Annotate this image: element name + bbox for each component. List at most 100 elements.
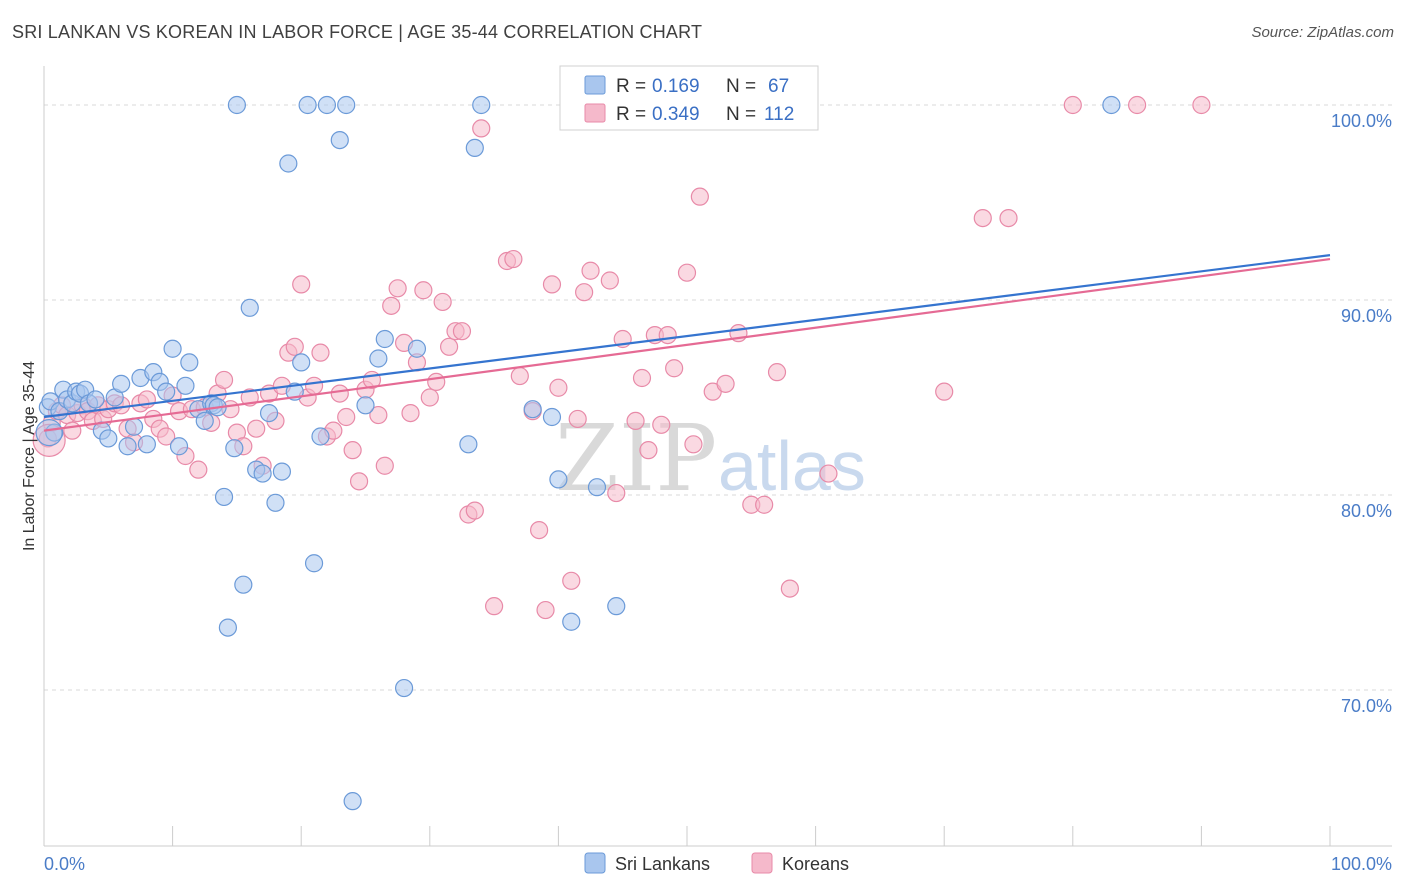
sri-lankan-point-55 [375,329,394,349]
sri-lankan-point-22 [157,382,176,401]
sri-lankan-point-33 [218,618,237,637]
legend-r-label-1: R = [616,76,646,97]
korean-point-35 [247,419,266,438]
series-legend: Sri Lankans Koreans [584,852,849,874]
sri-lankan-point-37 [240,298,259,317]
y-axis-title: In Labor Force | Age 35-44 [21,361,38,551]
legend-swatch-korean [584,103,606,123]
korean-trend-line [43,257,1331,432]
stats-legend: R = 0.169 N = 67 R = 0.349 N = 112 [559,65,819,131]
trend-lines [43,254,1331,432]
korean-point-94 [665,359,684,378]
sri-lankan-point-47 [304,554,324,573]
korean-point-82 [575,283,594,302]
sri-lankan-point-41 [266,493,285,512]
sri-lankan-point-48 [311,427,330,446]
sri-lankan-point-57 [407,339,427,358]
sri-lankan-point-64 [562,612,581,631]
korean-point-51 [349,472,369,491]
korean-point-90 [639,441,658,460]
sri-lankan-point-32 [214,487,234,507]
sri-lankan-trend-line [43,254,1331,419]
series-legend-label-sri-lankan: Sri Lankans [615,854,710,874]
source-label: Source: ZipAtlas.com [1251,24,1394,41]
korean-point-64 [433,292,452,312]
korean-point-78 [542,275,562,294]
sri-lankan-point-36 [234,575,253,594]
sri-lankan-point-15 [112,374,131,393]
korean-point-102 [755,495,774,514]
series-legend-label-korean: Koreans [782,854,849,874]
korean-point-95 [677,263,697,282]
korean-point-57 [388,279,407,298]
korean-point-50 [343,441,362,460]
korean-point-69 [465,501,484,520]
sri-lankan-point-62 [542,407,562,427]
series-legend-swatch-sri-lankan [584,852,606,874]
sri-lankan-point-51 [337,95,356,115]
sri-lankan-point-60 [472,95,491,115]
korean-point-86 [607,483,626,503]
korean-point-30 [214,370,234,390]
y-tick-label: 100.0% [1331,111,1392,131]
korean-point-83 [581,261,600,280]
korean-point-110 [1127,95,1147,115]
legend-n-label-1: N = [726,76,756,97]
sri-lankan-point-58 [459,435,478,454]
sri-lankan-point-63 [549,470,568,489]
sri-lankan-point-67 [1102,95,1121,115]
korean-point-76 [530,520,549,540]
sri-lankan-point-61 [523,400,542,419]
x-ticks [43,826,1331,846]
sri-lankan-point-35 [227,95,246,115]
korean-point-44 [304,376,324,395]
korean-point-80 [562,571,581,590]
legend-n-value-2: 112 [764,104,794,125]
legend-r-value-1: 0.169 [652,76,700,97]
sri-lankan-point-56 [394,678,414,698]
sri-lankan-point-19 [137,435,156,454]
sri-lankan-point-26 [180,353,199,372]
korean-point-111 [1192,95,1211,115]
korean-point-61 [414,281,433,300]
sri-lankan-point-28 [195,411,214,430]
korean-point-77 [536,600,555,620]
korean-point-70 [472,119,491,138]
sri-lankan-point-39 [253,464,272,483]
series-legend-swatch-korean [751,852,773,874]
korean-point-106 [935,382,954,401]
x-tick-label-max: 100.0% [1331,854,1392,874]
sri-lankan-point-52 [343,792,362,811]
korean-point-55 [375,456,394,475]
sri-lankan-point-23 [163,339,182,358]
korean-point-45 [311,343,330,362]
sri-lankan-point-13 [99,429,118,448]
sri-lankan-point-65 [587,478,607,497]
korean-point-56 [382,296,401,315]
korean-point-49 [337,407,356,427]
legend-swatch-sri-lankan [584,75,606,95]
korean-point-48 [330,384,349,403]
korean-point-71 [485,597,504,616]
sri-lankan-point-50 [330,131,349,150]
korean-point-109 [1063,95,1082,115]
korean-point-59 [401,404,420,423]
korean-point-85 [600,271,619,290]
korean-point-96 [684,435,703,454]
sri-lankan-point-11 [86,390,105,409]
y-tick-labels: 70.0% 80.0% 90.0% 100.0% [1331,111,1392,716]
sri-lankan-cluster-marker [35,419,63,447]
korean-point-79 [549,378,568,397]
sri-lankan-point-34 [225,439,244,458]
korean-point-42 [292,275,311,294]
korean-point-41 [285,337,304,356]
chart-title: SRI LANKAN VS KOREAN IN LABOR FORCE | AG… [12,22,703,42]
sri-lankan-point-49 [317,95,337,115]
watermark: ZIP atlas [555,405,866,512]
sri-lankan-point-43 [279,154,298,173]
korean-point-26 [189,460,208,479]
sri-lankan-point-25 [176,376,195,395]
y-tick-label: 80.0% [1341,501,1392,521]
korean-point-65 [439,337,459,356]
